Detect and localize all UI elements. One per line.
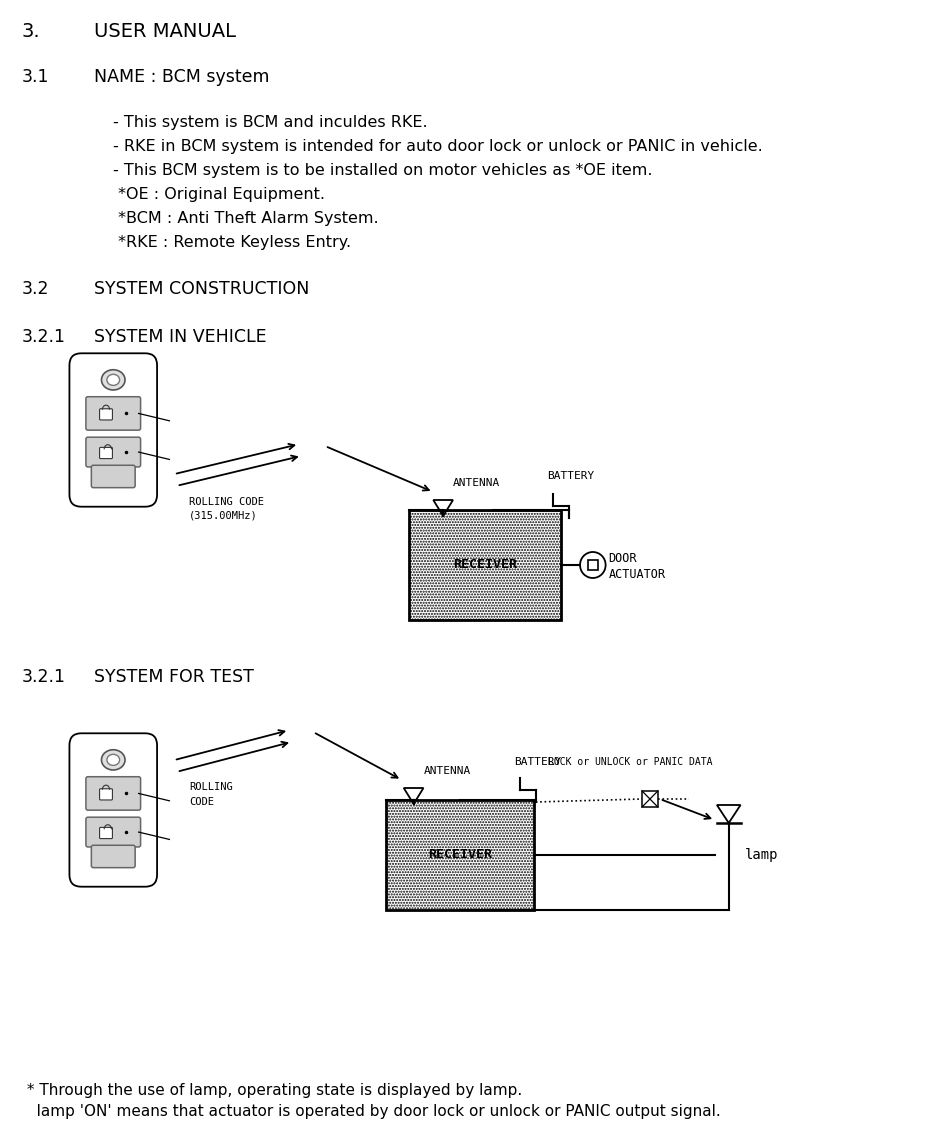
Text: ROLLING: ROLLING (189, 782, 233, 792)
Text: SYSTEM FOR TEST: SYSTEM FOR TEST (94, 668, 253, 686)
FancyBboxPatch shape (69, 353, 157, 507)
Text: SYSTEM CONSTRUCTION: SYSTEM CONSTRUCTION (94, 279, 309, 298)
Text: lamp: lamp (744, 848, 778, 862)
FancyBboxPatch shape (100, 827, 112, 838)
Text: BATTERY: BATTERY (548, 471, 595, 481)
Text: USER MANUAL: USER MANUAL (94, 23, 236, 41)
FancyBboxPatch shape (86, 437, 140, 467)
Text: SYSTEM IN VEHICLE: SYSTEM IN VEHICLE (94, 328, 266, 346)
Bar (409, 511, 561, 620)
Text: BATTERY: BATTERY (514, 757, 561, 767)
Text: *OE : Original Equipment.: *OE : Original Equipment. (113, 187, 325, 202)
Text: NAME : BCM system: NAME : BCM system (94, 68, 269, 86)
FancyBboxPatch shape (100, 789, 112, 800)
FancyBboxPatch shape (100, 447, 112, 459)
Ellipse shape (102, 749, 125, 770)
Text: ROLLING CODE: ROLLING CODE (189, 497, 264, 507)
Ellipse shape (102, 370, 125, 390)
Text: 3.2.1: 3.2.1 (22, 328, 65, 346)
Text: ANTENNA: ANTENNA (424, 766, 470, 777)
Text: LOCK or UNLOCK or PANIC DATA: LOCK or UNLOCK or PANIC DATA (548, 757, 712, 767)
FancyBboxPatch shape (86, 817, 140, 848)
Bar (588, 560, 597, 570)
Text: *RKE : Remote Keyless Entry.: *RKE : Remote Keyless Entry. (113, 236, 352, 250)
Text: lamp 'ON' means that actuator is operated by door lock or unlock or PANIC output: lamp 'ON' means that actuator is operate… (22, 1104, 720, 1119)
Text: 3.2.1: 3.2.1 (22, 668, 65, 686)
Text: RECEIVER: RECEIVER (453, 559, 517, 571)
Text: * Through the use of lamp, operating state is displayed by lamp.: * Through the use of lamp, operating sta… (22, 1083, 522, 1098)
Text: 3.2: 3.2 (22, 279, 50, 298)
FancyBboxPatch shape (86, 397, 140, 431)
Bar (386, 800, 534, 909)
Text: ACTUATOR: ACTUATOR (609, 568, 666, 580)
Text: (315.00MHz): (315.00MHz) (189, 511, 258, 521)
Text: ANTENNA: ANTENNA (453, 478, 500, 488)
Text: - This system is BCM and inculdes RKE.: - This system is BCM and inculdes RKE. (113, 115, 428, 130)
Text: 3.: 3. (22, 23, 40, 41)
Bar (642, 791, 658, 807)
Ellipse shape (107, 754, 120, 765)
FancyBboxPatch shape (69, 734, 157, 887)
Ellipse shape (107, 374, 120, 385)
FancyBboxPatch shape (92, 845, 136, 868)
Polygon shape (717, 805, 741, 823)
Text: 3.1: 3.1 (22, 68, 50, 86)
Text: *BCM : Anti Theft Alarm System.: *BCM : Anti Theft Alarm System. (113, 211, 379, 227)
FancyBboxPatch shape (100, 409, 112, 420)
Text: - This BCM system is to be installed on motor vehicles as *OE item.: - This BCM system is to be installed on … (113, 163, 653, 178)
FancyBboxPatch shape (92, 465, 136, 488)
FancyBboxPatch shape (86, 777, 140, 810)
Text: CODE: CODE (189, 797, 214, 807)
Text: - RKE in BCM system is intended for auto door lock or unlock or PANIC in vehicle: - RKE in BCM system is intended for auto… (113, 139, 763, 154)
Text: DOOR: DOOR (609, 552, 637, 566)
Text: RECEIVER: RECEIVER (428, 849, 492, 861)
